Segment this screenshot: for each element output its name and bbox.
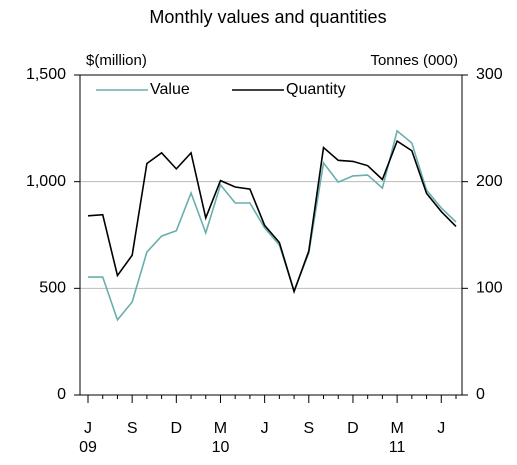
y2-tick-label: 300	[476, 66, 503, 83]
x-tick-label: M 10	[211, 420, 230, 456]
x-tick-label: S	[126, 420, 138, 437]
y-tick-label: 1,500	[26, 66, 66, 83]
y-tick-label: 1,000	[26, 173, 66, 190]
y-axis-label: $(million)	[86, 52, 147, 69]
legend-label: Value	[150, 81, 190, 98]
x-tick-label: D	[170, 420, 183, 437]
x-tick-label: J	[437, 420, 446, 437]
y2-tick-label: 200	[476, 173, 503, 190]
x-tick-label: D	[347, 420, 359, 437]
y2-tick-label: 0	[476, 386, 485, 403]
x-tick-label: M 11	[388, 420, 406, 456]
line-series	[87, 139, 457, 295]
y-tick-label: 0	[57, 386, 66, 403]
plot-frame	[79, 74, 463, 396]
line-series	[88, 129, 457, 322]
x-tick-label: S	[303, 420, 315, 437]
y2-axis-label: Tonnes (000)	[370, 52, 458, 69]
chart-subtitle: Monthly values and quantities	[149, 7, 386, 27]
legend-label: Quantity	[286, 81, 346, 98]
y-tick-label: 500	[39, 280, 66, 297]
x-tick-label: J	[260, 420, 269, 437]
y2-tick-label: 100	[476, 280, 503, 297]
x-tick-label: J 09	[79, 420, 97, 456]
